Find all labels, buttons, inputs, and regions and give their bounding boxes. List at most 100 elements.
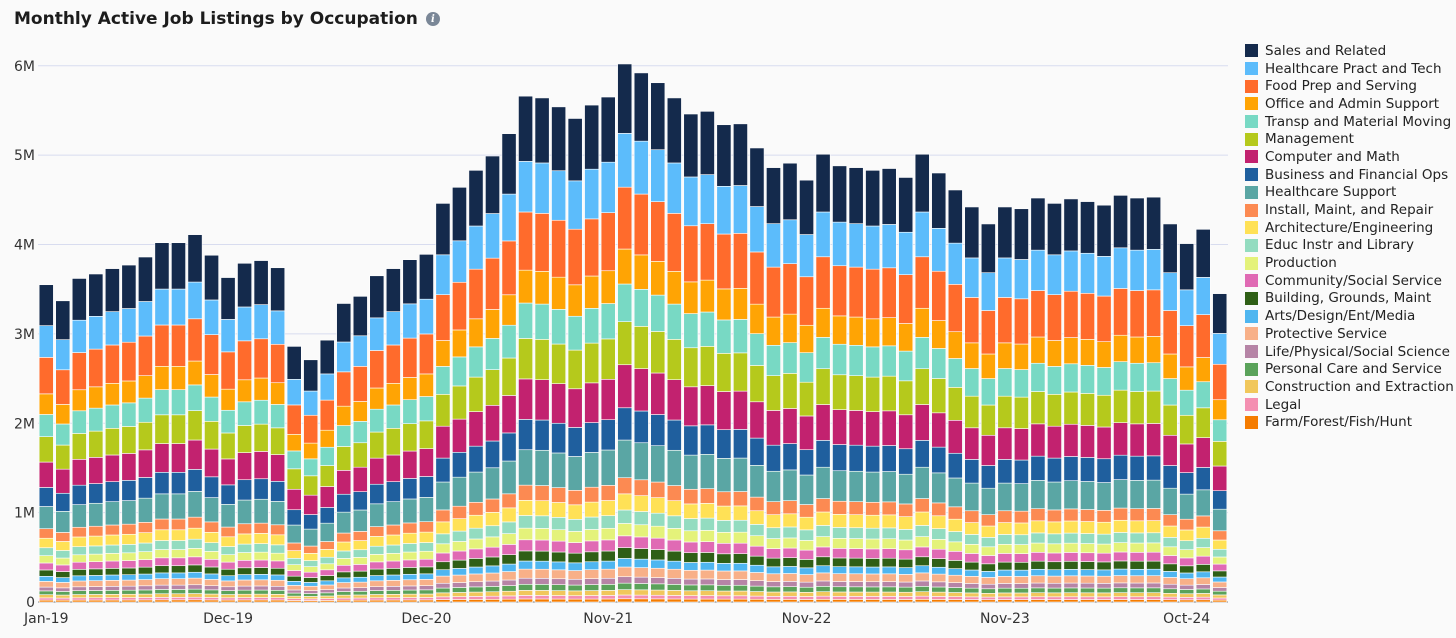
bar-segment[interactable]	[1080, 481, 1095, 510]
bar-segment[interactable]	[865, 411, 881, 447]
bar-segment[interactable]	[782, 595, 798, 600]
bar-segment[interactable]	[914, 572, 930, 582]
bar-segment[interactable]	[88, 502, 104, 527]
bar-segment[interactable]	[633, 548, 649, 560]
bar-segment[interactable]	[815, 599, 831, 603]
bar-segment[interactable]	[650, 201, 666, 262]
bar-segment[interactable]	[617, 493, 633, 511]
bar-segment[interactable]	[848, 470, 864, 502]
bar-segment[interactable]	[683, 590, 699, 596]
bar-segment[interactable]	[534, 379, 550, 421]
bar-segment[interactable]	[303, 390, 319, 416]
bar-segment[interactable]	[551, 529, 567, 542]
bar-segment[interactable]	[435, 203, 451, 256]
bar-segment[interactable]	[154, 584, 170, 590]
bar-stack[interactable]	[154, 242, 170, 603]
bar-segment[interactable]	[138, 397, 153, 423]
bar-segment[interactable]	[699, 223, 715, 281]
bar-segment[interactable]	[303, 475, 319, 496]
bar-segment[interactable]	[832, 165, 848, 223]
bar-segment[interactable]	[171, 597, 186, 601]
bar-segment[interactable]	[121, 264, 137, 309]
bar-segment[interactable]	[964, 459, 980, 484]
bar-segment[interactable]	[815, 440, 831, 468]
bar-segment[interactable]	[980, 588, 996, 594]
bar-segment[interactable]	[1212, 419, 1228, 442]
bar-stack[interactable]	[881, 168, 897, 603]
bar-segment[interactable]	[1013, 369, 1029, 398]
bar-segment[interactable]	[352, 564, 368, 572]
bar-segment[interactable]	[1113, 542, 1128, 553]
bar-segment[interactable]	[733, 562, 748, 572]
bar-segment[interactable]	[352, 466, 368, 492]
bar-segment[interactable]	[650, 583, 666, 591]
bar-segment[interactable]	[683, 454, 699, 490]
bar-segment[interactable]	[154, 549, 170, 559]
bar-segment[interactable]	[931, 348, 947, 379]
bar-segment[interactable]	[55, 532, 71, 542]
bar-segment[interactable]	[303, 596, 319, 600]
bar-segment[interactable]	[220, 484, 236, 505]
bar-segment[interactable]	[138, 542, 153, 552]
bar-segment[interactable]	[898, 574, 914, 583]
bar-segment[interactable]	[336, 493, 352, 513]
bar-segment[interactable]	[534, 515, 550, 529]
bar-segment[interactable]	[220, 351, 236, 390]
bar-segment[interactable]	[88, 316, 104, 350]
bar-segment[interactable]	[699, 424, 715, 455]
bar-segment[interactable]	[237, 589, 253, 595]
bar-segment[interactable]	[534, 485, 550, 501]
bar-segment[interactable]	[501, 493, 517, 509]
bar-segment[interactable]	[38, 506, 54, 530]
bar-segment[interactable]	[352, 594, 368, 599]
legend-item[interactable]: Sales and Related	[1245, 42, 1454, 60]
bar-segment[interactable]	[617, 566, 633, 578]
bar-segment[interactable]	[551, 598, 567, 603]
bar-segment[interactable]	[1080, 533, 1095, 544]
bar-segment[interactable]	[699, 530, 715, 542]
bar-segment[interactable]	[980, 525, 996, 538]
bar-segment[interactable]	[716, 353, 732, 392]
bar-segment[interactable]	[617, 321, 633, 366]
bar-segment[interactable]	[485, 556, 500, 567]
bar-stack[interactable]	[633, 72, 649, 603]
bar-segment[interactable]	[171, 593, 186, 598]
bar-segment[interactable]	[699, 111, 715, 175]
bar-segment[interactable]	[683, 503, 699, 519]
bar-segment[interactable]	[1013, 576, 1029, 584]
bar-stack[interactable]	[799, 179, 814, 603]
bar-segment[interactable]	[997, 569, 1013, 577]
bar-segment[interactable]	[766, 444, 781, 472]
bar-segment[interactable]	[584, 569, 600, 579]
bar-segment[interactable]	[799, 567, 814, 575]
bar-segment[interactable]	[666, 419, 682, 451]
bar-segment[interactable]	[104, 311, 120, 346]
bar-segment[interactable]	[485, 546, 500, 558]
bar-segment[interactable]	[336, 587, 352, 592]
bar-segment[interactable]	[1096, 521, 1112, 535]
bar-segment[interactable]	[914, 256, 930, 309]
bar-segment[interactable]	[914, 511, 930, 526]
bar-segment[interactable]	[1063, 587, 1079, 594]
bar-segment[interactable]	[980, 465, 996, 489]
bar-stack[interactable]	[187, 234, 203, 603]
bar-segment[interactable]	[617, 186, 633, 250]
bar-segment[interactable]	[534, 162, 550, 214]
bar-segment[interactable]	[832, 470, 848, 502]
bar-segment[interactable]	[1030, 336, 1046, 364]
bar-segment[interactable]	[1080, 292, 1095, 340]
bar-segment[interactable]	[1129, 575, 1145, 584]
bar-segment[interactable]	[38, 594, 54, 599]
bar-segment[interactable]	[55, 564, 71, 572]
bar-segment[interactable]	[352, 421, 368, 444]
bar-segment[interactable]	[319, 507, 335, 524]
bar-segment[interactable]	[1030, 508, 1046, 522]
bar-segment[interactable]	[666, 449, 682, 486]
bar-segment[interactable]	[435, 592, 451, 598]
bar-segment[interactable]	[567, 584, 583, 592]
bar-segment[interactable]	[319, 556, 335, 565]
bar-segment[interactable]	[980, 546, 996, 556]
bar-segment[interactable]	[799, 474, 814, 505]
bar-segment[interactable]	[1063, 520, 1079, 534]
bar-segment[interactable]	[452, 587, 467, 593]
